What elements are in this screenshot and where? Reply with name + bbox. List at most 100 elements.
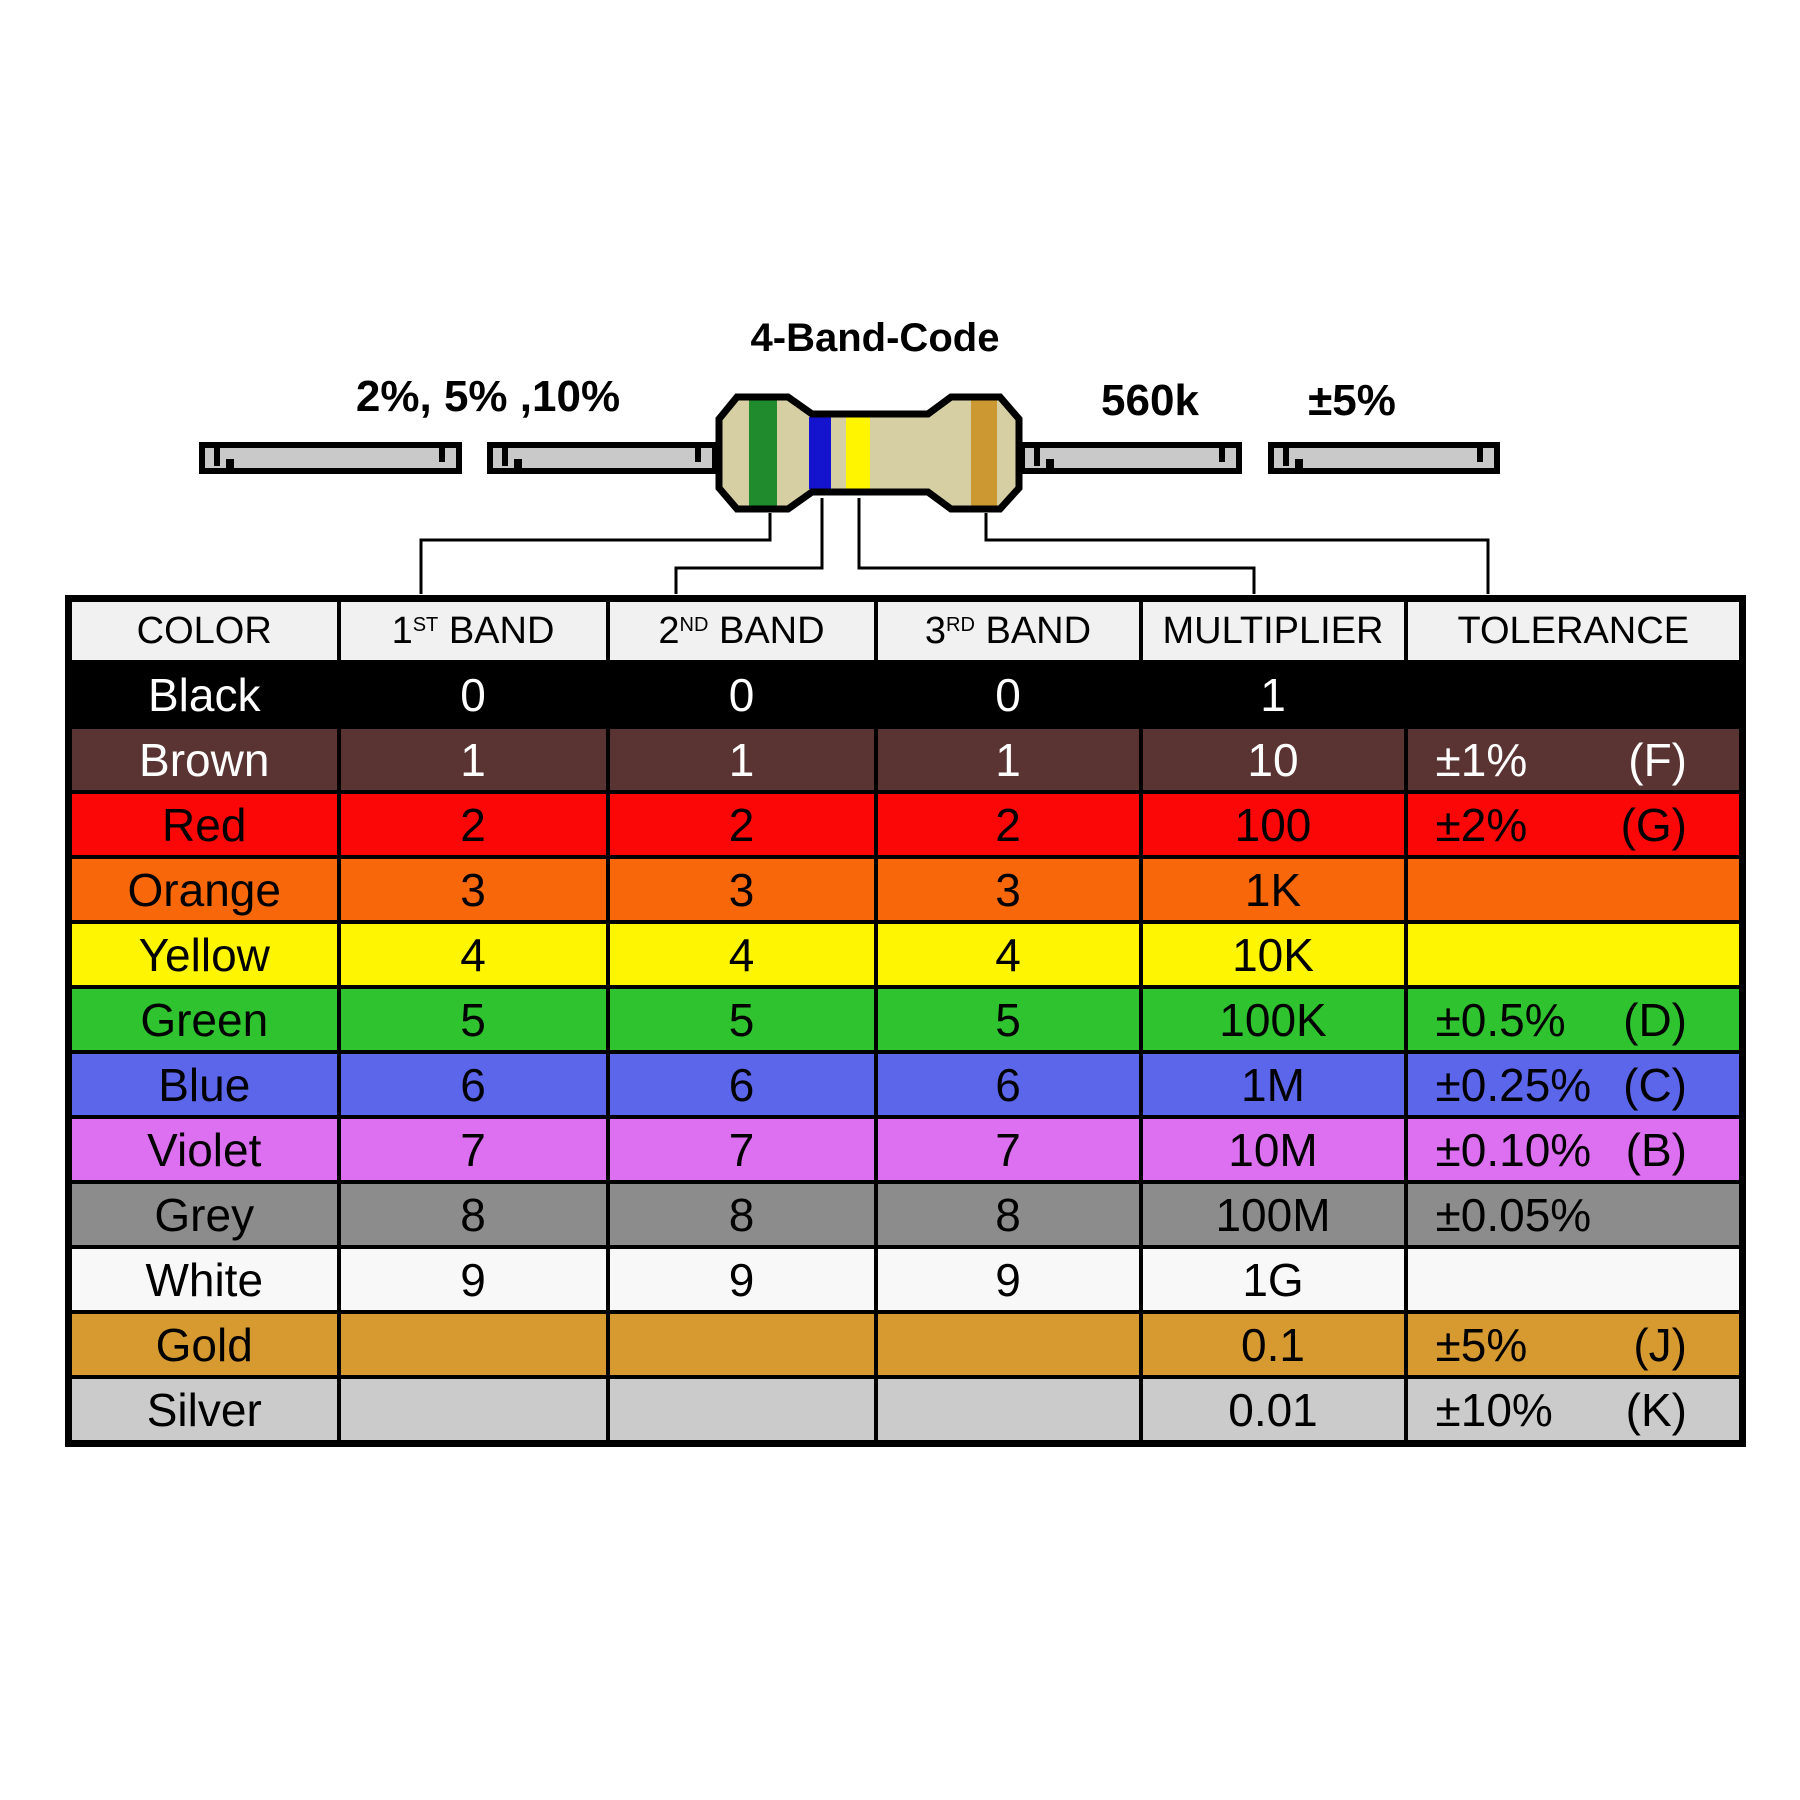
- cell-color-name: Blue: [66, 1050, 341, 1119]
- table-row-orange: Orange 3 3 3 1K: [66, 855, 1745, 924]
- cell-band2-digit: 2: [605, 790, 878, 859]
- cell-band2-digit: 9: [605, 1245, 878, 1314]
- tolerance-letter-code: (C): [1623, 1058, 1687, 1111]
- table-row-violet: Violet 7 7 7 10M ±0.10% (B): [66, 1115, 1745, 1184]
- table-row-gold: Gold 0.1 ±5% (J): [66, 1310, 1745, 1379]
- cell-tolerance: [1403, 1245, 1745, 1314]
- tolerance-percent-label: ±5%: [1308, 376, 1396, 425]
- cell-band2-digit: [605, 1375, 878, 1446]
- column-header-tolerance: TOLERANCE: [1403, 596, 1745, 664]
- tolerance-value: ±10%: [1435, 1383, 1553, 1436]
- cell-band3-digit: 3: [873, 855, 1143, 924]
- cell-multiplier-value: 1K: [1138, 855, 1408, 924]
- cell-band3-digit: [873, 1375, 1143, 1446]
- cell-band1-digit: 4: [336, 920, 610, 989]
- tolerance-letter-code: (J): [1633, 1318, 1687, 1371]
- table-row-brown: Brown 1 1 1 10 ±1% (F): [66, 725, 1745, 794]
- column-header-color: COLOR: [66, 596, 341, 664]
- cell-color-name: Black: [66, 660, 341, 729]
- cell-band1-digit: 0: [336, 660, 610, 729]
- tolerance-letter-code: (D): [1623, 993, 1687, 1046]
- cell-color-name: Green: [66, 985, 341, 1054]
- lead-wire-left-inner: [487, 442, 718, 474]
- table-row-blue: Blue 6 6 6 1M ±0.25% (C): [66, 1050, 1745, 1119]
- table-row-white: White 9 9 9 1G: [66, 1245, 1745, 1314]
- resistor-diagram: [199, 393, 1500, 594]
- resistor-outline: [715, 393, 1023, 513]
- tolerance-letter-code: (G): [1620, 798, 1687, 851]
- cell-tolerance: ±2% (G): [1403, 790, 1745, 859]
- leader-line-multiplier-band: [857, 498, 1256, 594]
- cell-multiplier-value: 100: [1138, 790, 1408, 859]
- cell-band3-digit: 9: [873, 1245, 1143, 1314]
- cell-band2-digit: 6: [605, 1050, 878, 1119]
- band-yellow-multiplier: [846, 417, 870, 489]
- cell-multiplier-value: 10: [1138, 725, 1408, 794]
- cell-band2-digit: 8: [605, 1180, 878, 1249]
- tolerance-letter-code: (K): [1625, 1383, 1687, 1436]
- cell-tolerance: ±0.05%: [1403, 1180, 1745, 1249]
- table-row-red: Red 2 2 2 100 ±2% (G): [66, 790, 1745, 859]
- cell-multiplier-value: 0.1: [1138, 1310, 1408, 1379]
- header-row: COLOR 1ST BAND 2ND BAND 3RD BAND MULTIPLIER T…: [66, 596, 1745, 664]
- cell-band3-digit: 8: [873, 1180, 1143, 1249]
- cell-band1-digit: 2: [336, 790, 610, 859]
- cell-tolerance: ±0.5% (D): [1403, 985, 1745, 1054]
- cell-band3-digit: 7: [873, 1115, 1143, 1184]
- cell-band2-digit: 7: [605, 1115, 878, 1184]
- table-row-green: Green 5 5 5 100K ±0.5% (D): [66, 985, 1745, 1054]
- tolerance-value: ±0.25%: [1435, 1058, 1592, 1111]
- cell-multiplier-value: 0.01: [1138, 1375, 1408, 1446]
- cell-color-name: White: [66, 1245, 341, 1314]
- leader-line-1st-band: [419, 513, 772, 594]
- tolerance-value: ±0.5%: [1435, 993, 1566, 1046]
- table-row-black: Black 0 0 0 1: [66, 660, 1745, 729]
- tolerance-value: ±5%: [1435, 1318, 1528, 1371]
- tolerance-letter-code: (B): [1625, 1123, 1687, 1176]
- cell-tolerance: ±0.10% (B): [1403, 1115, 1745, 1184]
- cell-multiplier-value: 1M: [1138, 1050, 1408, 1119]
- lead-wire-right-outer: [1268, 442, 1500, 474]
- tolerance-values-label: 2%, 5% ,10%: [355, 372, 621, 421]
- table-row-yellow: Yellow 4 4 4 10K: [66, 920, 1745, 989]
- cell-tolerance: ±1% (F): [1403, 725, 1745, 794]
- cell-color-name: Gold: [66, 1310, 341, 1379]
- cell-band1-digit: 7: [336, 1115, 610, 1184]
- cell-multiplier-value: 10M: [1138, 1115, 1408, 1184]
- cell-band2-digit: 0: [605, 660, 878, 729]
- cell-band2-digit: [605, 1310, 878, 1379]
- cell-band3-digit: 1: [873, 725, 1143, 794]
- lead-wire-right-inner: [1019, 442, 1242, 474]
- cell-tolerance: ±10% (K): [1403, 1375, 1745, 1446]
- cell-color-name: Red: [66, 790, 341, 859]
- cell-band1-digit: 1: [336, 725, 610, 794]
- cell-tolerance: [1403, 660, 1745, 729]
- cell-multiplier-value: 10K: [1138, 920, 1408, 989]
- color-code-table: COLOR 1ST BAND 2ND BAND 3RD BAND MULTIPLIER T…: [65, 595, 1746, 1447]
- cell-band3-digit: 5: [873, 985, 1143, 1054]
- cell-band3-digit: 4: [873, 920, 1143, 989]
- leader-line-tolerance-band: [984, 513, 1490, 594]
- column-header-multiplier: MULTIPLIER: [1138, 596, 1408, 664]
- cell-multiplier-value: 1: [1138, 660, 1408, 729]
- column-header-band3: 3RD BAND: [873, 596, 1143, 664]
- leader-line-2nd-band: [674, 498, 824, 594]
- cell-band3-digit: 0: [873, 660, 1143, 729]
- lead-wire-left-outer: [199, 442, 462, 474]
- tolerance-value: ±2%: [1435, 798, 1528, 851]
- tolerance-value: ±0.10%: [1435, 1123, 1592, 1176]
- figure-title: 4-Band-Code: [750, 316, 1000, 360]
- tolerance-value: ±0.05%: [1435, 1188, 1592, 1241]
- cell-tolerance: ±0.25% (C): [1403, 1050, 1745, 1119]
- cell-band3-digit: 2: [873, 790, 1143, 859]
- cell-color-name: Grey: [66, 1180, 341, 1249]
- cell-band3-digit: [873, 1310, 1143, 1379]
- cell-color-name: Silver: [66, 1375, 341, 1446]
- cell-band2-digit: 5: [605, 985, 878, 1054]
- cell-multiplier-value: 100M: [1138, 1180, 1408, 1249]
- cell-color-name: Yellow: [66, 920, 341, 989]
- cell-band2-digit: 3: [605, 855, 878, 924]
- cell-color-name: Violet: [66, 1115, 341, 1184]
- leader-lines: [419, 498, 1490, 594]
